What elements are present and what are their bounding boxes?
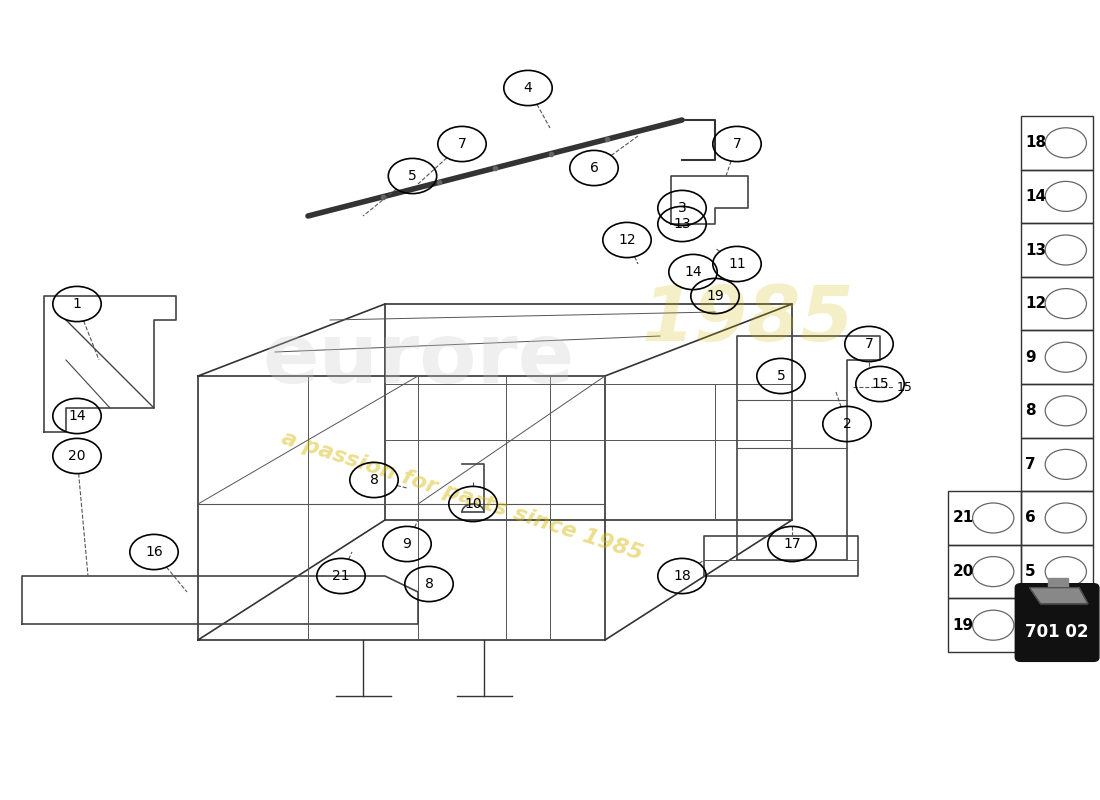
Bar [948,598,1021,652]
Text: 18: 18 [1025,135,1046,150]
Text: 19: 19 [706,289,724,303]
Polygon shape [1030,588,1088,604]
Text: 21: 21 [953,510,974,526]
Bar [1021,170,1093,223]
FancyBboxPatch shape [1015,584,1099,662]
Text: 14: 14 [68,409,86,423]
Text: 12: 12 [1025,296,1046,311]
Bar [1021,277,1093,330]
Bar [1021,384,1093,438]
Text: 21: 21 [332,569,350,583]
Text: 20: 20 [68,449,86,463]
Text: 6: 6 [590,161,598,175]
Bar [1021,330,1093,384]
Bar [1021,223,1093,277]
Text: 5: 5 [777,369,785,383]
Text: 4: 4 [524,81,532,95]
Text: 16: 16 [145,545,163,559]
Text: 13: 13 [673,217,691,231]
Text: 7: 7 [1025,457,1036,472]
Text: 15: 15 [896,381,912,394]
Polygon shape [1048,578,1068,588]
Text: 7: 7 [733,137,741,151]
Bar [1021,491,1093,545]
Text: 5: 5 [1025,564,1036,579]
Text: 8: 8 [370,473,378,487]
Text: 13: 13 [1025,242,1046,258]
Text: 18: 18 [673,569,691,583]
Text: a passion for parts since 1985: a passion for parts since 1985 [279,428,645,564]
Text: 1: 1 [73,297,81,311]
Text: 1985: 1985 [641,283,855,357]
Bar [1021,116,1093,170]
Text: 3: 3 [678,201,686,215]
Text: 8: 8 [425,577,433,591]
Text: 10: 10 [464,497,482,511]
Bar [1021,438,1093,491]
Text: 2: 2 [843,417,851,431]
Text: 20: 20 [953,564,974,579]
Text: eurore: eurore [262,319,574,401]
Text: 6: 6 [1025,510,1036,526]
Text: 11: 11 [728,257,746,271]
Text: 15: 15 [871,377,889,391]
Text: 19: 19 [953,618,974,633]
Bar [948,491,1021,545]
Text: 9: 9 [403,537,411,551]
Text: 9: 9 [1025,350,1036,365]
Text: 17: 17 [783,537,801,551]
Text: 701 02: 701 02 [1025,622,1089,641]
Text: 14: 14 [684,265,702,279]
Text: 12: 12 [618,233,636,247]
Text: 8: 8 [1025,403,1036,418]
Text: 5: 5 [408,169,417,183]
Bar [1021,545,1093,598]
Bar [948,545,1021,598]
Text: 7: 7 [458,137,466,151]
Text: 7: 7 [865,337,873,351]
Text: 14: 14 [1025,189,1046,204]
